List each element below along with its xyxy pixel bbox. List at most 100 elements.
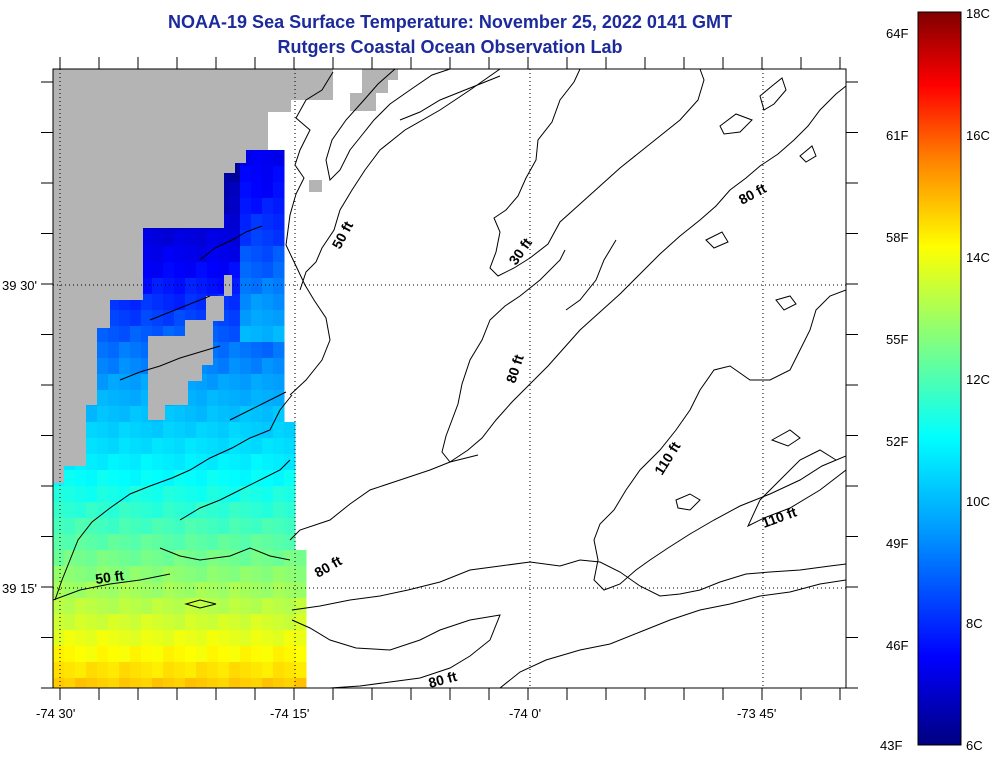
sst-pixel [273,566,285,583]
sst-pixel [196,278,208,295]
sst-pixel [75,518,87,535]
sst-pixel [218,230,230,247]
sst-pixel [97,534,109,551]
sst-pixel [141,630,153,647]
sst-pixel [273,518,285,535]
sst-pixel [174,534,186,551]
sst-pixel [152,310,164,327]
sst-pixel [141,566,153,583]
sst-pixel [97,374,109,391]
sst-pixel [218,470,230,487]
sst-pixel [262,422,274,439]
sst-pixel [251,342,263,359]
sst-pixel [174,550,186,567]
sst-pixel [163,646,175,663]
sst-pixel [240,246,252,263]
sst-pixel [196,518,208,535]
sst-pixel [251,326,263,343]
sst-pixel [251,182,263,199]
sst-pixel [163,246,175,263]
sst-pixel [185,518,197,535]
sst-pixel [163,534,175,551]
sst-pixel [53,550,65,567]
sst-pixel [86,406,98,423]
colorbar-f-label: 49F [886,536,908,551]
sst-pixel [251,198,263,215]
sst-pixel [196,566,208,583]
sst-pixel [141,646,153,663]
sst-pixel [174,326,186,343]
sst-pixel [141,438,153,455]
sst-pixel [251,518,263,535]
sst-pixel [130,358,142,375]
sst-pixel [185,582,197,599]
colorbar-f-label: 58F [886,230,908,245]
contour-label: 50 ft [94,567,125,587]
sst-pixel [251,614,263,631]
sst-pixel [75,678,87,688]
sst-pixel [130,342,142,359]
sst-pixel [273,470,285,487]
sst-pixel [86,550,98,567]
sst-pixel [130,454,142,471]
sst-pixel [262,454,274,471]
sst-pixel [141,470,153,487]
sst-pixel [218,582,230,599]
sst-pixel [273,630,285,647]
sst-pixel [262,534,274,551]
sst-pixel [240,454,252,471]
sst-pixel [185,230,197,247]
sst-pixel [152,534,164,551]
sst-pixel [251,294,263,311]
sst-pixel [196,502,208,519]
sst-pixel [251,374,263,391]
sst-pixel [251,438,263,455]
sst-pixel [152,630,164,647]
bathymetry-contours [53,69,846,688]
sst-pixel [130,374,142,391]
sst-pixel [141,230,153,247]
sst-pixel [152,598,164,615]
sst-pixel [207,534,219,551]
sst-pixel [207,390,219,407]
sst-pixel [97,582,109,599]
sst-pixel [240,230,252,247]
sst-pixel [141,486,153,503]
sst-pixel [273,390,285,407]
sst-pixel [295,630,307,647]
sst-pixel [130,662,142,679]
sst-pixel [75,614,87,631]
sst-pixel [273,614,285,631]
sst-pixel [185,422,197,439]
sst-pixel [141,246,153,263]
sst-pixel [240,390,252,407]
sst-pixel [229,582,241,599]
x-tick-label: -73 45' [737,706,776,721]
sst-pixel [273,422,285,439]
sst-pixel [262,166,274,183]
sst-pixel [108,342,120,359]
sst-pixel [86,598,98,615]
sst-pixel [229,310,241,327]
sst-pixel [130,646,142,663]
sst-pixel [196,438,208,455]
sst-pixel [163,326,175,343]
sst-pixel [141,390,153,407]
sst-pixel [174,230,186,247]
colorbar-f-label: 61F [886,128,908,143]
sst-pixel [152,294,164,311]
sst-pixel [262,406,274,423]
sst-pixel [240,406,252,423]
sst-pixel [196,454,208,471]
sst-pixel [240,518,252,535]
sst-pixel [218,454,230,471]
sst-pixel [240,486,252,503]
sst-pixel [141,310,153,327]
sst-pixel [262,662,274,679]
sst-pixel [185,310,197,327]
sst-pixel [75,486,87,503]
sst-pixel [218,246,230,263]
sst-pixel [108,438,120,455]
sst-pixel [185,598,197,615]
sst-pixel [141,518,153,535]
